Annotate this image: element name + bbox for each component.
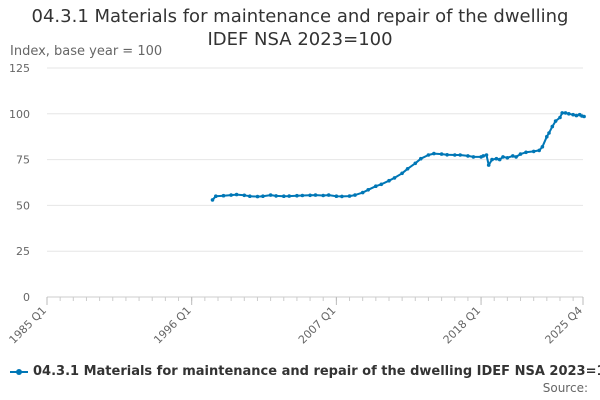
data-point	[242, 193, 247, 198]
data-point	[571, 112, 575, 117]
data-point	[308, 193, 312, 198]
y-tick-label: 75	[16, 154, 30, 167]
data-point	[563, 111, 568, 115]
x-tick-label: 2007 Q1	[296, 304, 339, 347]
data-point	[419, 156, 423, 161]
data-point	[501, 155, 505, 159]
data-point	[214, 194, 218, 198]
data-point	[524, 150, 528, 155]
data-point	[255, 194, 260, 199]
y-tick-label: 0	[23, 291, 30, 304]
data-point	[374, 184, 378, 188]
data-point	[558, 115, 562, 120]
data-point	[481, 154, 486, 158]
data-point	[432, 151, 436, 156]
data-point	[353, 193, 357, 197]
chart-subtitle: IDEF NSA 2023=100	[207, 29, 393, 50]
source-note: Source:	[542, 381, 588, 395]
legend-item[interactable]: 04.3.1 Materials for maintenance and rep…	[10, 364, 600, 379]
data-point	[287, 194, 292, 198]
data-point	[484, 153, 489, 157]
data-point	[248, 194, 252, 198]
series-line	[211, 111, 585, 201]
data-point	[574, 113, 579, 118]
data-point	[582, 114, 586, 119]
data-point	[458, 153, 463, 157]
data-point	[518, 152, 523, 156]
data-point	[540, 145, 545, 149]
data-point	[494, 156, 499, 161]
data-point	[511, 154, 515, 158]
data-point	[560, 111, 564, 115]
data-point	[545, 134, 549, 139]
chart-title: 04.3.1 Materials for maintenance and rep…	[31, 6, 569, 27]
data-point	[550, 124, 555, 129]
data-point	[334, 194, 339, 198]
data-point	[321, 193, 326, 198]
y-tick-label: 100	[9, 108, 30, 121]
data-point	[261, 194, 265, 198]
x-tick-label: 2025 Q4	[543, 304, 586, 347]
data-point	[221, 193, 226, 198]
data-point	[567, 112, 571, 116]
data-point	[229, 193, 233, 197]
legend-swatch-icon	[10, 367, 28, 377]
data-point	[486, 163, 491, 167]
data-point	[387, 178, 391, 183]
data-point	[300, 193, 305, 198]
y-tick-label: 125	[9, 62, 30, 75]
data-point	[405, 167, 410, 171]
x-tick-label: 1985 Q1	[7, 304, 50, 347]
data-point	[505, 156, 510, 160]
data-point	[453, 153, 457, 157]
data-point	[471, 155, 476, 159]
data-point	[439, 152, 444, 156]
data-point	[514, 155, 518, 159]
axes: 0 25 50 75 100 125 1985 Q1 1996 Q1 2007 Q1 2018 Q…	[7, 62, 586, 346]
grid-lines	[47, 67, 583, 252]
y-tick-label: 25	[16, 245, 30, 258]
x-tick-label: 1996 Q1	[151, 304, 194, 347]
data-point	[274, 194, 278, 198]
data-point	[466, 154, 470, 158]
data-point	[531, 149, 536, 154]
data-point	[379, 182, 384, 187]
legend-label: 04.3.1 Materials for maintenance and rep…	[33, 364, 600, 379]
data-point	[210, 198, 215, 202]
data-point	[234, 192, 239, 197]
data-point	[547, 131, 551, 135]
data-point	[553, 119, 558, 123]
data-point	[340, 194, 344, 199]
y-axis-label: Index, base year = 100	[10, 44, 163, 59]
data-point	[413, 161, 418, 166]
data-point	[445, 153, 449, 157]
data-point	[295, 193, 299, 198]
data-point	[347, 194, 352, 198]
data-point	[392, 176, 397, 180]
data-point	[497, 157, 502, 162]
data-point	[366, 188, 371, 192]
data-point	[326, 193, 331, 197]
data-point	[360, 190, 365, 195]
series-layer	[210, 111, 586, 202]
data-point	[426, 153, 431, 157]
data-point	[313, 193, 318, 197]
data-point	[400, 171, 404, 176]
x-tick-label: 2018 Q1	[441, 304, 484, 347]
data-point	[537, 148, 541, 153]
data-point	[490, 157, 494, 162]
y-tick-label: 50	[16, 199, 30, 212]
data-point	[268, 193, 273, 197]
data-point	[282, 194, 286, 198]
